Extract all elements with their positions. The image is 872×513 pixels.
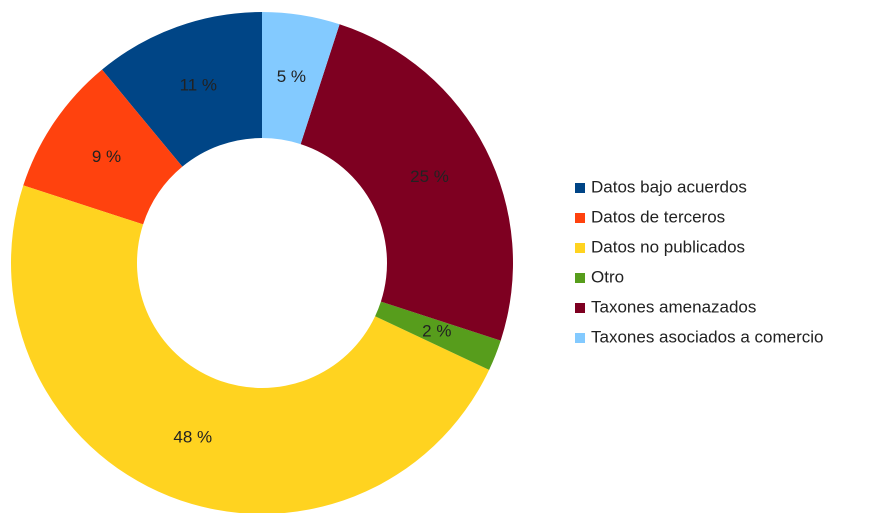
data-label: 5 % [277, 67, 306, 86]
legend-label: Otro [591, 267, 624, 286]
legend-swatch [575, 333, 585, 343]
donut-slice [262, 12, 340, 145]
data-label: 2 % [422, 322, 451, 341]
legend-swatch [575, 303, 585, 313]
legend-label: Datos bajo acuerdos [591, 177, 747, 196]
legend-swatch [575, 213, 585, 223]
legend-swatch [575, 183, 585, 193]
donut-slice [375, 301, 501, 370]
legend-label: Datos de terceros [591, 207, 725, 226]
data-label: 11 % [180, 76, 218, 95]
legend-label: Taxones amenazados [591, 297, 756, 316]
donut-slice [102, 12, 262, 167]
data-label: 9 % [92, 147, 121, 166]
legend-label: Taxones asociados a comercio [591, 327, 823, 346]
donut-slice [300, 24, 513, 341]
data-label: 25 % [410, 167, 449, 186]
data-label: 48 % [173, 427, 212, 446]
donut-slice [23, 69, 183, 225]
legend-swatch [575, 243, 585, 253]
legend-swatch [575, 273, 585, 283]
legend-label: Datos no publicados [591, 237, 745, 256]
donut-slice [10, 185, 490, 513]
